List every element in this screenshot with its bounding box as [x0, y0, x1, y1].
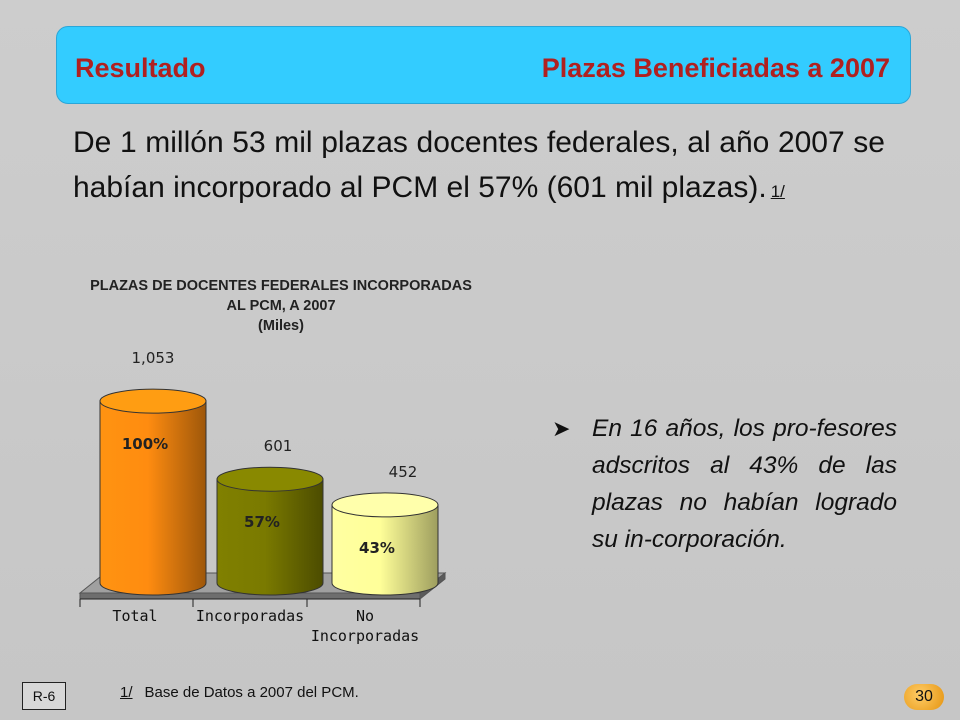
bullet-note: ➤ En 16 años, los pro-fesores adscritos …: [552, 410, 897, 558]
header-banner: Resultado Plazas Beneficiadas a 2007: [56, 26, 911, 104]
bar-top-0: [99, 388, 207, 414]
bar-no-incorporadas: [331, 504, 439, 596]
bar-top-1: [216, 466, 324, 492]
header-title: Plazas Beneficiadas a 2007: [541, 53, 890, 83]
category-label: Incorporadas: [196, 607, 304, 625]
bar-total: [99, 400, 207, 596]
intro-footnote-ref: 1/: [770, 182, 785, 201]
footnote: 1/Base de Datos a 2007 del PCM.: [120, 684, 359, 701]
value-label: 452: [389, 463, 418, 481]
chart-title: PLAZAS DE DOCENTES FEDERALES INCORPORADA…: [86, 276, 476, 336]
intro-paragraph: De 1 millón 53 mil plazas docentes feder…: [73, 120, 885, 214]
percent-label: 57%: [244, 513, 280, 531]
category-label: No Incorporadas: [311, 607, 419, 645]
chart-subtitle: (Miles): [258, 318, 304, 334]
bar-top-2: [331, 492, 439, 518]
value-label: 1,053: [132, 349, 175, 367]
intro-text: De 1 millón 53 mil plazas docentes feder…: [73, 126, 885, 204]
arrow-bullet-icon: ➤: [552, 416, 571, 441]
bullet-text: En 16 años, los pro-fesores adscritos al…: [592, 415, 897, 553]
chart-title-text: PLAZAS DE DOCENTES FEDERALES INCORPORADA…: [90, 278, 472, 314]
header-section: Resultado: [75, 53, 206, 83]
bar-chart: 100% 1,053 57% 601 43% 452 Total Incorporadas No…: [78, 349, 447, 645]
page-number: 30: [904, 684, 944, 710]
percent-label: 43%: [359, 539, 395, 557]
percent-label: 100%: [122, 435, 168, 453]
footnote-mark: 1/: [120, 684, 133, 701]
slide-code: R-6: [22, 682, 66, 710]
category-label: Total: [112, 607, 157, 625]
footnote-text: Base de Datos a 2007 del PCM.: [144, 684, 359, 701]
value-label: 601: [264, 437, 293, 455]
bar-incorporadas: [216, 478, 324, 596]
